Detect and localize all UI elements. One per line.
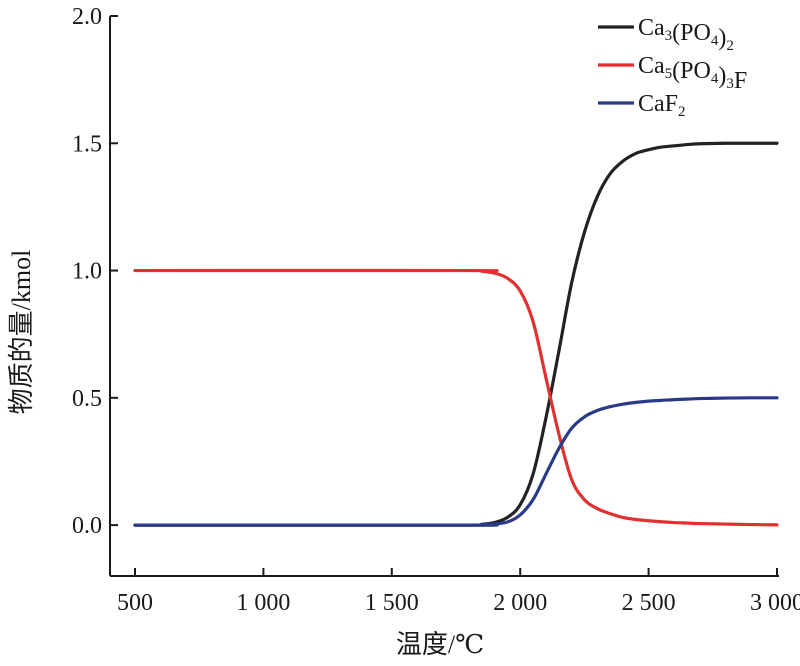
- y-tick-label: 0.0: [72, 513, 102, 539]
- y-tick-label: 1.5: [72, 131, 102, 157]
- legend-label: CaF2: [638, 91, 686, 120]
- series-lines: [133, 141, 779, 527]
- x-tick-label: 3 000: [750, 590, 800, 616]
- legend-label: Ca3(PO4)2: [638, 15, 734, 54]
- axes: [109, 16, 779, 577]
- x-tick-label: 500: [117, 590, 153, 616]
- y-axis-title: 物质的量/kmol: [7, 250, 36, 415]
- x-tick-label: 2 000: [493, 590, 547, 616]
- y-tick-label: 1.0: [72, 259, 102, 285]
- x-ticks: 500 1 000 1 500 2 000 2 500 3 000: [117, 568, 800, 616]
- legend-label: Ca5(PO4)3F: [638, 53, 747, 94]
- x-tick-label: 2 500: [622, 590, 676, 616]
- series-line-2: [133, 268, 779, 527]
- series-line-3: [133, 396, 779, 527]
- y-ticks: 0.0 0.5 1.0 1.5 2.0: [72, 4, 118, 539]
- y-tick-label: 0.5: [72, 386, 102, 412]
- x-tick-label: 1 500: [365, 590, 419, 616]
- x-axis-title: 温度/℃: [396, 630, 484, 659]
- x-tick-label: 1 000: [236, 590, 290, 616]
- series-line-1: [133, 141, 779, 527]
- y-tick-label: 2.0: [72, 4, 102, 30]
